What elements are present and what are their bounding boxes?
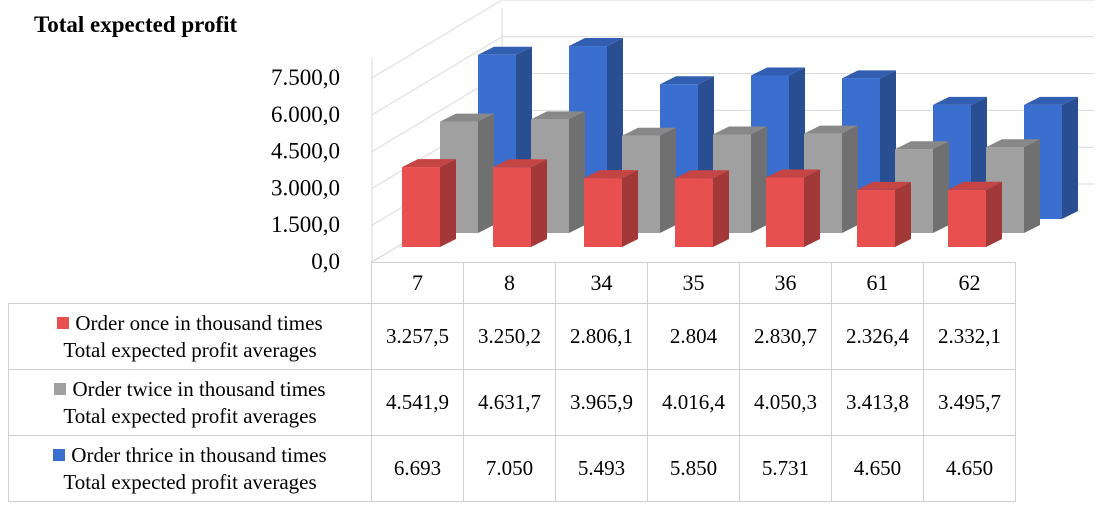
category-label: 61	[831, 262, 924, 304]
table-cell: 4.050,3	[739, 369, 832, 436]
legend-swatch-blue	[53, 448, 66, 461]
bar-top	[751, 67, 805, 76]
y-tick-label: 7.500,0	[271, 65, 340, 90]
bar-side	[440, 159, 456, 247]
category-label: 7	[371, 262, 464, 304]
category-label: 34	[555, 262, 648, 304]
bar-top	[569, 38, 623, 47]
table-corner	[8, 262, 372, 304]
bar-top	[478, 46, 532, 55]
legend-swatch-gray	[54, 382, 67, 395]
bar-top	[895, 141, 949, 150]
bar-side	[660, 127, 676, 233]
table-cell: 5.493	[555, 435, 648, 502]
bar-top	[1024, 96, 1078, 105]
category-row: 7 8 34 35 36 61 62	[8, 262, 1016, 304]
table-row-series-once: Order once in thousand times Total expec…	[8, 303, 1016, 370]
table-cell: 2.804	[647, 303, 740, 370]
table-cell: 4.631,7	[463, 369, 556, 436]
table-cell: 4.650	[831, 435, 924, 502]
legend-line2: Total expected profit averages	[63, 337, 317, 362]
y-tick-label: 4.500,0	[271, 139, 340, 164]
bar-top	[622, 127, 676, 136]
legend-line2: Total expected profit averages	[63, 403, 317, 428]
bar-side	[1062, 96, 1078, 219]
bar-side	[751, 126, 767, 233]
table-cell: 3.413,8	[831, 369, 924, 436]
bar-top	[713, 126, 767, 135]
bar-side	[933, 141, 949, 233]
bar-top	[842, 70, 896, 79]
bar-side	[713, 170, 729, 247]
bar-top	[402, 159, 456, 168]
table-cell: 6.693	[371, 435, 464, 502]
table-cell: 3.250,2	[463, 303, 556, 370]
bar-front	[766, 177, 804, 247]
data-table: 7 8 34 35 36 61 62 Order once in thousan…	[8, 262, 1016, 502]
table-cell: 5.731	[739, 435, 832, 502]
category-label: 8	[463, 262, 556, 304]
table-cell: 7.050	[463, 435, 556, 502]
bar-side	[842, 125, 858, 233]
bar-top	[948, 181, 1002, 190]
bar-side	[1024, 139, 1040, 233]
table-cell: 2.830,7	[739, 303, 832, 370]
bar-top	[766, 169, 820, 178]
bar-front	[402, 167, 440, 247]
table-cell: 2.332,1	[923, 303, 1016, 370]
bar-front	[675, 178, 713, 247]
bar-top	[531, 111, 585, 120]
bar-top	[804, 125, 858, 134]
table-row-series-twice: Order twice in thousand times Total expe…	[8, 369, 1016, 436]
bar-top	[857, 181, 911, 190]
table-cell: 4.541,9	[371, 369, 464, 436]
table-cell: 3.495,7	[923, 369, 1016, 436]
category-label: 35	[647, 262, 740, 304]
category-label: 62	[923, 262, 1016, 304]
bar-side	[569, 111, 585, 233]
bar-side	[804, 169, 820, 247]
bar-top	[933, 96, 987, 105]
bar-top	[584, 170, 638, 179]
bar-side	[622, 170, 638, 247]
table-cell: 5.850	[647, 435, 740, 502]
legend-line1: Order twice in thousand times	[72, 376, 326, 401]
table-cell: 3.257,5	[371, 303, 464, 370]
legend-line1: Order once in thousand times	[75, 310, 323, 335]
category-label: 36	[739, 262, 832, 304]
bar-front	[493, 167, 531, 247]
y-tick-label: 6.000,0	[271, 102, 340, 127]
legend-swatch-red	[57, 316, 70, 329]
table-cell: 3.965,9	[555, 369, 648, 436]
bar-front	[948, 189, 986, 247]
gridline-depth	[371, 0, 503, 79]
legend-line2: Total expected profit averages	[63, 469, 317, 494]
bar-front	[584, 178, 622, 247]
bar-side	[531, 159, 547, 247]
y-tick-label: 3.000,0	[271, 175, 340, 200]
table-cell: 2.806,1	[555, 303, 648, 370]
chart-title: Total expected profit	[34, 12, 238, 37]
table-cell: 4.016,4	[647, 369, 740, 436]
gridline-depth	[371, 36, 503, 116]
table-cell: 4.650	[923, 435, 1016, 502]
bar-front	[857, 189, 895, 247]
bar-side	[895, 181, 911, 247]
legend-entry-twice: Order twice in thousand times Total expe…	[8, 369, 372, 436]
legend-line1: Order thrice in thousand times	[71, 442, 327, 467]
table-cell: 2.326,4	[831, 303, 924, 370]
table-row-series-thrice: Order thrice in thousand times Total exp…	[8, 435, 1016, 502]
legend-entry-once: Order once in thousand times Total expec…	[8, 303, 372, 370]
legend-entry-thrice: Order thrice in thousand times Total exp…	[8, 435, 372, 502]
bar-side	[986, 181, 1002, 247]
bar-top	[986, 139, 1040, 148]
bar-side	[880, 70, 896, 219]
y-tick-label: 1.500,0	[271, 212, 340, 237]
bar-side	[478, 113, 494, 233]
bar-top	[493, 159, 547, 168]
bar-top	[440, 113, 494, 122]
bar-top	[675, 170, 729, 179]
bar-top	[660, 76, 714, 85]
